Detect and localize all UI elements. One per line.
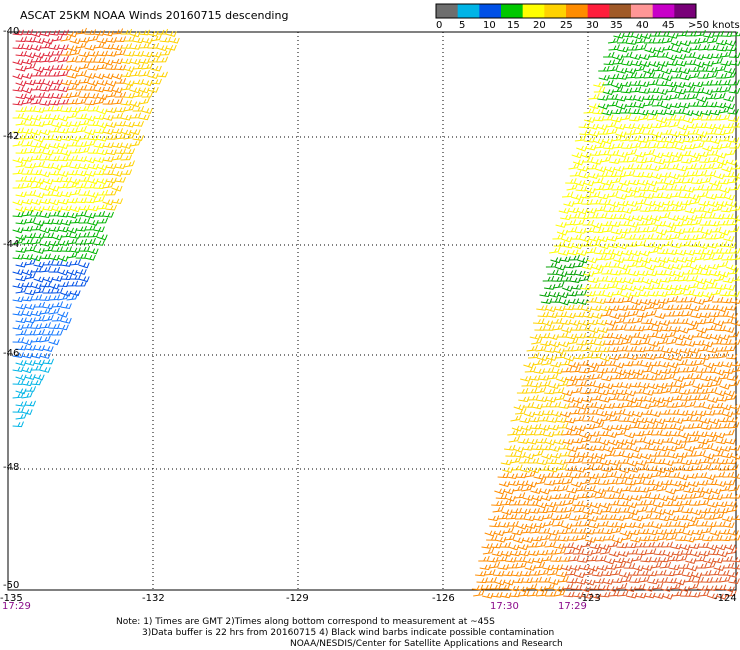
colorbar-tick-50: >50 knots bbox=[688, 20, 740, 31]
lat-label-48: -48 bbox=[3, 462, 20, 473]
colorbar-border bbox=[435, 3, 697, 19]
colorbar-segment bbox=[544, 4, 567, 18]
time-label-mid: 17:30 bbox=[490, 601, 519, 612]
colorbar-tick-30: 30 bbox=[586, 20, 599, 31]
lon-label-135: -135 bbox=[0, 593, 23, 604]
wind-barb-map bbox=[7, 27, 740, 600]
time-label-left: 17:29 bbox=[2, 601, 31, 612]
colorbar-segment bbox=[652, 4, 675, 18]
colorbar-segment bbox=[501, 4, 524, 18]
colorbar-tick-40: 40 bbox=[636, 20, 649, 31]
colorbar-tick-25: 25 bbox=[560, 20, 573, 31]
lon-label-124: -124 bbox=[714, 593, 737, 604]
lat-label-44: -44 bbox=[3, 239, 20, 250]
map-frame bbox=[7, 31, 737, 591]
colorbar-tick-5: 5 bbox=[459, 20, 466, 31]
lon-label-126: -126 bbox=[432, 593, 455, 604]
lon-label-132: -132 bbox=[142, 593, 165, 604]
colorbar-segment bbox=[609, 4, 632, 18]
lat-label-40: -40 bbox=[3, 26, 20, 37]
colorbar-tick-35: 35 bbox=[610, 20, 623, 31]
wind-speed-colorbar bbox=[435, 3, 697, 19]
note-line-2: 3)Data buffer is 22 hrs from 20160715 4)… bbox=[142, 628, 555, 638]
colorbar-tick-10: 10 bbox=[483, 20, 496, 31]
colorbar-tick-45: 45 bbox=[662, 20, 675, 31]
colorbar-segment bbox=[436, 4, 459, 18]
map-title: ASCAT 25KM NOAA Winds 20160715 descendin… bbox=[20, 9, 289, 22]
time-label-right: 17:29 bbox=[558, 601, 587, 612]
colorbar-segment bbox=[587, 4, 610, 18]
note-line-1: Note: 1) Times are GMT 2)Times along bot… bbox=[116, 617, 495, 627]
lat-label-42: -42 bbox=[3, 131, 20, 142]
colorbar-tick-0: 0 bbox=[436, 20, 443, 31]
lat-label-50: -50 bbox=[3, 580, 20, 591]
colorbar-segment bbox=[674, 4, 697, 18]
colorbar-segment bbox=[457, 4, 480, 18]
lon-label-129: -129 bbox=[286, 593, 309, 604]
lon-label-123: -123 bbox=[578, 593, 601, 604]
colorbar-segment bbox=[522, 4, 545, 18]
lat-label-46: -46 bbox=[3, 348, 20, 359]
colorbar-tick-15: 15 bbox=[507, 20, 520, 31]
colorbar-segment bbox=[631, 4, 654, 18]
colorbar-segment bbox=[566, 4, 589, 18]
colorbar-tick-20: 20 bbox=[533, 20, 546, 31]
colorbar-segment bbox=[479, 4, 502, 18]
wind-barbs bbox=[12, 27, 740, 600]
note-line-3: NOAA/NESDIS/Center for Satellite Applica… bbox=[290, 639, 563, 649]
